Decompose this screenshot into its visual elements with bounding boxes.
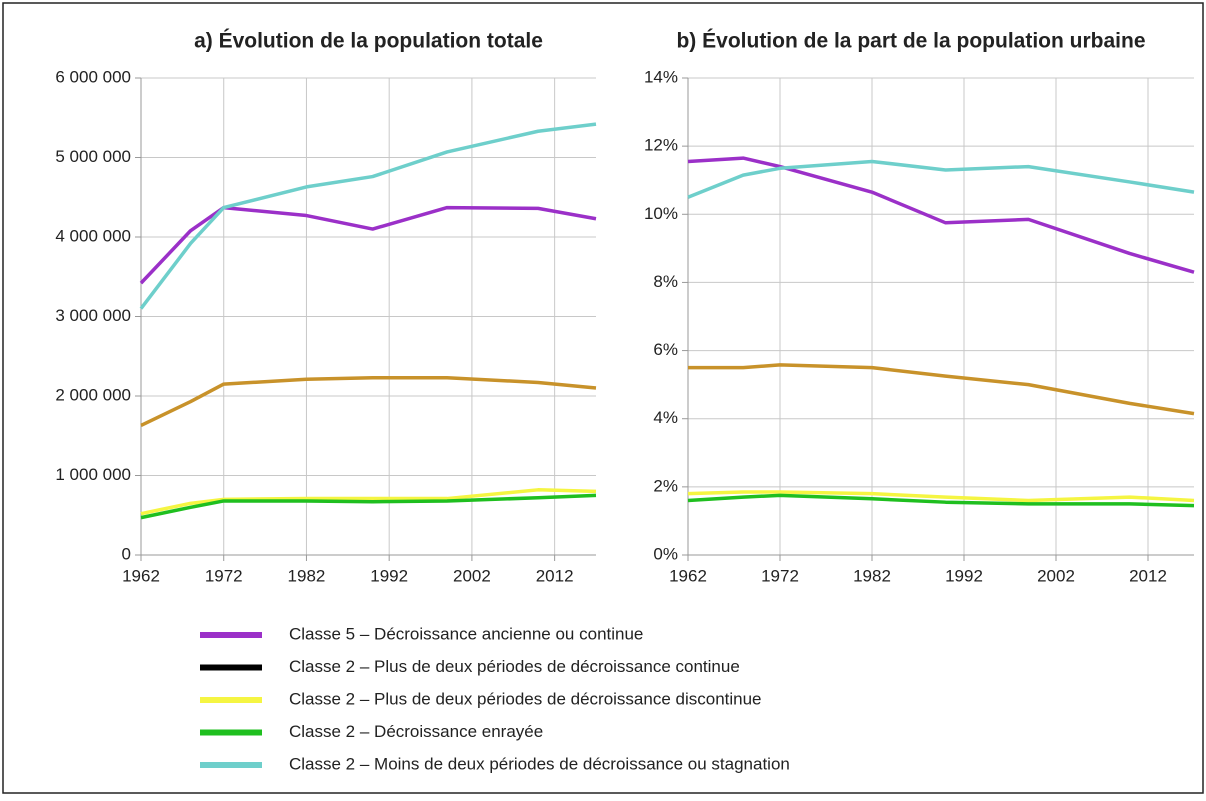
y-tick-label: 10% [644, 204, 678, 223]
legend-label: Classe 2 – Plus de deux périodes de décr… [289, 657, 740, 676]
chart-title: b) Évolution de la part de la population… [676, 30, 1145, 53]
legend-label: Classe 5 – Décroissance ancienne ou cont… [289, 624, 643, 643]
y-tick-label: 1 000 000 [55, 465, 131, 484]
x-tick-label: 2002 [453, 566, 491, 585]
series-line [687, 156, 1195, 274]
x-tick-label: 1962 [122, 566, 160, 585]
y-tick-label: 12% [644, 136, 678, 155]
x-tick-label: 1972 [205, 566, 243, 585]
series-line [140, 488, 597, 516]
x-tick-label: 2012 [536, 566, 574, 585]
series-line [687, 159, 1195, 199]
x-tick-label: 2002 [1037, 566, 1075, 585]
series-line [139, 205, 597, 285]
legend-label: Classe 2 – Plus de deux périodes de décr… [289, 689, 762, 708]
y-tick-label: 3 000 000 [55, 306, 131, 325]
series-line [687, 493, 1195, 508]
y-tick-label: 5 000 000 [55, 147, 131, 166]
legend-label: Classe 2 – Décroissance enrayée [289, 722, 543, 741]
y-tick-label: 4 000 000 [55, 226, 131, 245]
series-line [140, 375, 597, 427]
x-tick-label: 1992 [945, 566, 983, 585]
x-tick-label: 1972 [761, 566, 799, 585]
series-line [688, 363, 1195, 416]
y-tick-label: 6 000 000 [55, 67, 131, 86]
series-line [140, 493, 597, 520]
y-tick-label: 2% [653, 476, 678, 495]
y-tick-label: 14% [644, 67, 678, 86]
x-tick-label: 1962 [669, 566, 707, 585]
x-tick-label: 1982 [288, 566, 326, 585]
series-line [139, 122, 597, 310]
y-tick-label: 4% [653, 408, 678, 427]
y-tick-label: 6% [653, 340, 678, 359]
y-tick-label: 8% [653, 272, 678, 291]
y-tick-label: 2 000 000 [55, 385, 131, 404]
series-line [687, 490, 1195, 503]
x-tick-label: 1982 [853, 566, 891, 585]
y-tick-label: 0% [653, 544, 678, 563]
chart-title: a) Évolution de la population totale [194, 30, 543, 53]
legend-label: Classe 2 – Moins de deux périodes de déc… [289, 754, 790, 773]
x-tick-label: 1992 [370, 566, 408, 585]
x-tick-label: 2012 [1129, 566, 1167, 585]
y-tick-label: 0 [122, 544, 131, 563]
